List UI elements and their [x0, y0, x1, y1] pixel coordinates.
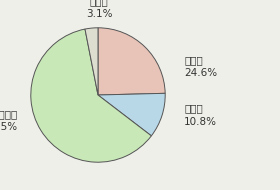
Text: 減った
10.8%: 減った 10.8%	[184, 104, 217, 127]
Wedge shape	[98, 93, 165, 136]
Text: 無回答
3.1%: 無回答 3.1%	[86, 0, 113, 19]
Text: 増えた
24.6%: 増えた 24.6%	[184, 55, 217, 78]
Wedge shape	[98, 28, 165, 95]
Wedge shape	[31, 29, 151, 162]
Text: 変わらない
61.5%: 変わらない 61.5%	[0, 109, 17, 132]
Wedge shape	[85, 28, 98, 95]
